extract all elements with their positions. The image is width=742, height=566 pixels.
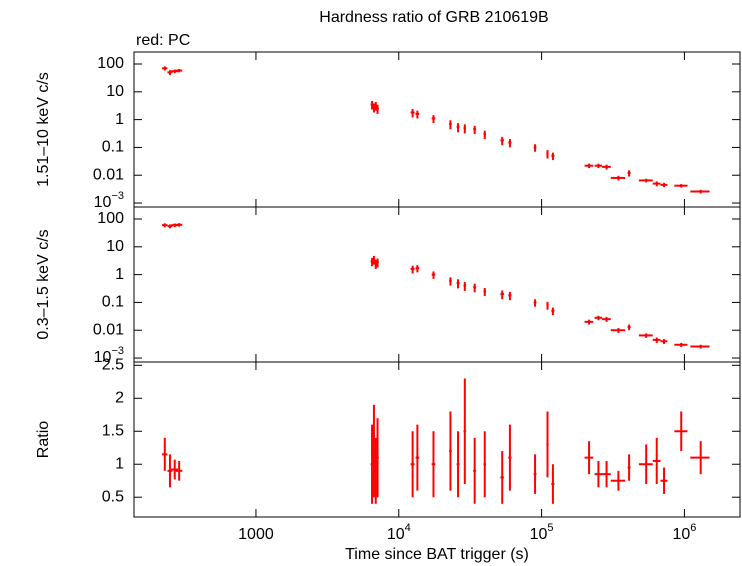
chart-title: Hardness ratio of GRB 210619B	[319, 9, 548, 26]
x-tick-label-exponent: 6	[690, 522, 696, 534]
y-tick-label-base: 10	[94, 194, 112, 211]
y-tick-label: 10−3	[94, 345, 124, 366]
x-tick-label-base: 10	[672, 526, 690, 543]
y-tick-label: 10	[106, 83, 124, 100]
y-tick-label: 2.5	[102, 357, 124, 374]
panel-frame	[133, 51, 741, 208]
x-tick-label: 1000	[238, 526, 274, 543]
panel-frame	[133, 206, 741, 363]
y-tick-label: 0.5	[102, 488, 124, 505]
x-tick-label-exponent: 5	[547, 522, 553, 534]
y-tick-label: 0.1	[102, 294, 124, 311]
x-tick-label: 104	[387, 522, 411, 543]
y-tick-label: 1	[115, 266, 124, 283]
y-tick-label-exponent: −3	[111, 190, 124, 202]
y-tick-label-base: 10	[94, 349, 112, 366]
panel-frame	[133, 361, 741, 518]
y-tick-label: 0.1	[102, 139, 124, 156]
x-tick-label: 105	[530, 522, 554, 543]
y-axis-label: 1.51–10 keV c/s	[35, 72, 52, 187]
annotation: red: PC	[136, 32, 190, 49]
x-tick-label-exponent: 4	[405, 522, 411, 534]
x-tick-label-base: 10	[387, 526, 405, 543]
y-tick-label: 10	[106, 238, 124, 255]
x-axis-label: Time since BAT trigger (s)	[345, 546, 529, 563]
y-tick-label: 100	[97, 55, 124, 72]
y-tick-label: 0.01	[93, 321, 124, 338]
y-tick-label: 100	[97, 210, 124, 227]
y-tick-label: 10−3	[94, 190, 124, 211]
x-tick-label: 106	[672, 522, 696, 543]
x-tick-label-base: 10	[530, 526, 548, 543]
y-tick-label: 1	[115, 455, 124, 472]
y-tick-label: 1	[115, 111, 124, 128]
y-axis-label: 0.3–1.5 keV c/s	[35, 229, 52, 339]
y-tick-label: 1.5	[102, 422, 124, 439]
y-axis-label: Ratio	[35, 421, 52, 458]
y-tick-label: 2	[115, 389, 124, 406]
y-tick-label-exponent: −3	[111, 345, 124, 357]
y-tick-label: 0.01	[93, 166, 124, 183]
